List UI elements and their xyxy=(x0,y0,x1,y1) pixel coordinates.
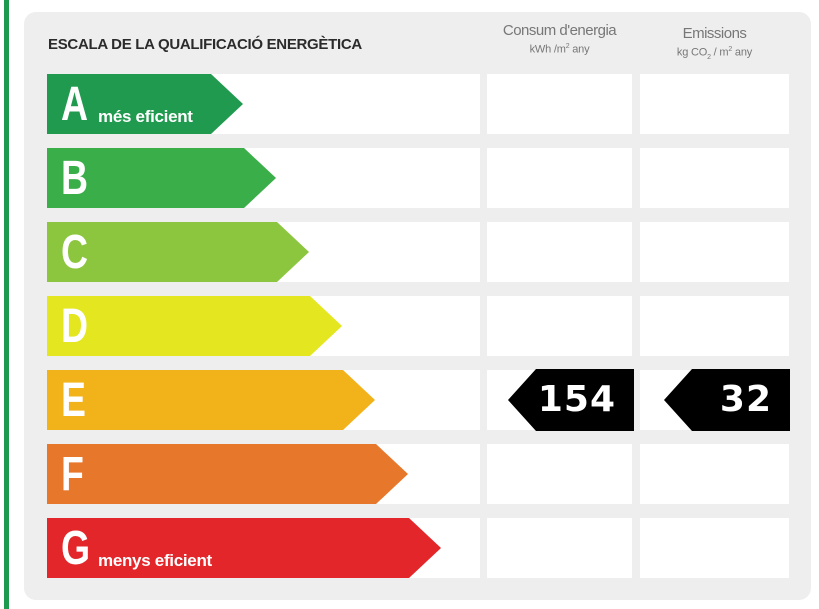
emissions-column-header: Emissions kg CO2 / m2 any xyxy=(640,25,789,61)
class-row-d: D xyxy=(47,296,480,356)
class-row-b: B xyxy=(47,148,480,208)
class-note: més eficient xyxy=(98,107,193,126)
consum-cell-a xyxy=(487,74,632,134)
class-arrow-e: E xyxy=(47,370,375,430)
emissions-cell-d xyxy=(640,296,789,356)
emissions-cell-b xyxy=(640,148,789,208)
consum-label: Consum d'energia xyxy=(502,22,617,39)
emissions-cell-a xyxy=(640,74,789,134)
consum-cell-b xyxy=(487,148,632,208)
emissions-unit: kg CO2 / m2 any xyxy=(676,46,753,61)
class-row-c: C xyxy=(47,222,480,282)
class-arrow-b: B xyxy=(47,148,276,208)
emissions-cell-c xyxy=(640,222,789,282)
consum-value: 154 xyxy=(537,379,616,420)
consum-cell-d xyxy=(487,296,632,356)
consum-column-header: Consum d'energia kWh /m2 any xyxy=(486,22,633,56)
consum-cell-c xyxy=(487,222,632,282)
consum-cell-f xyxy=(487,444,632,504)
class-letter: A xyxy=(61,78,89,131)
emissions-value-tag: 32 xyxy=(664,369,790,431)
class-row-e: E xyxy=(47,370,480,430)
consum-value-tag: 154 xyxy=(508,369,634,431)
class-letter: C xyxy=(61,226,89,279)
class-arrow-c: C xyxy=(47,222,309,282)
emissions-cell-f xyxy=(640,444,789,504)
class-letter: G xyxy=(61,522,91,575)
emissions-label: Emissions xyxy=(682,25,747,42)
emissions-cell-g xyxy=(640,518,789,578)
class-row-f: F xyxy=(47,444,480,504)
class-note: menys eficient xyxy=(98,551,212,570)
consum-unit: kWh /m2 any xyxy=(529,43,590,56)
class-letter: D xyxy=(61,300,89,353)
emissions-value: 32 xyxy=(719,379,772,420)
consum-cell-g xyxy=(487,518,632,578)
class-arrow-f: F xyxy=(47,444,408,504)
left-green-rule xyxy=(4,0,9,609)
class-arrow-d: D xyxy=(47,296,342,356)
class-letter: F xyxy=(61,448,84,501)
class-letter: E xyxy=(61,374,86,427)
scale-title: ESCALA DE LA QUALIFICACIÓ ENERGÈTICA xyxy=(48,36,362,53)
class-letter: B xyxy=(61,152,89,205)
